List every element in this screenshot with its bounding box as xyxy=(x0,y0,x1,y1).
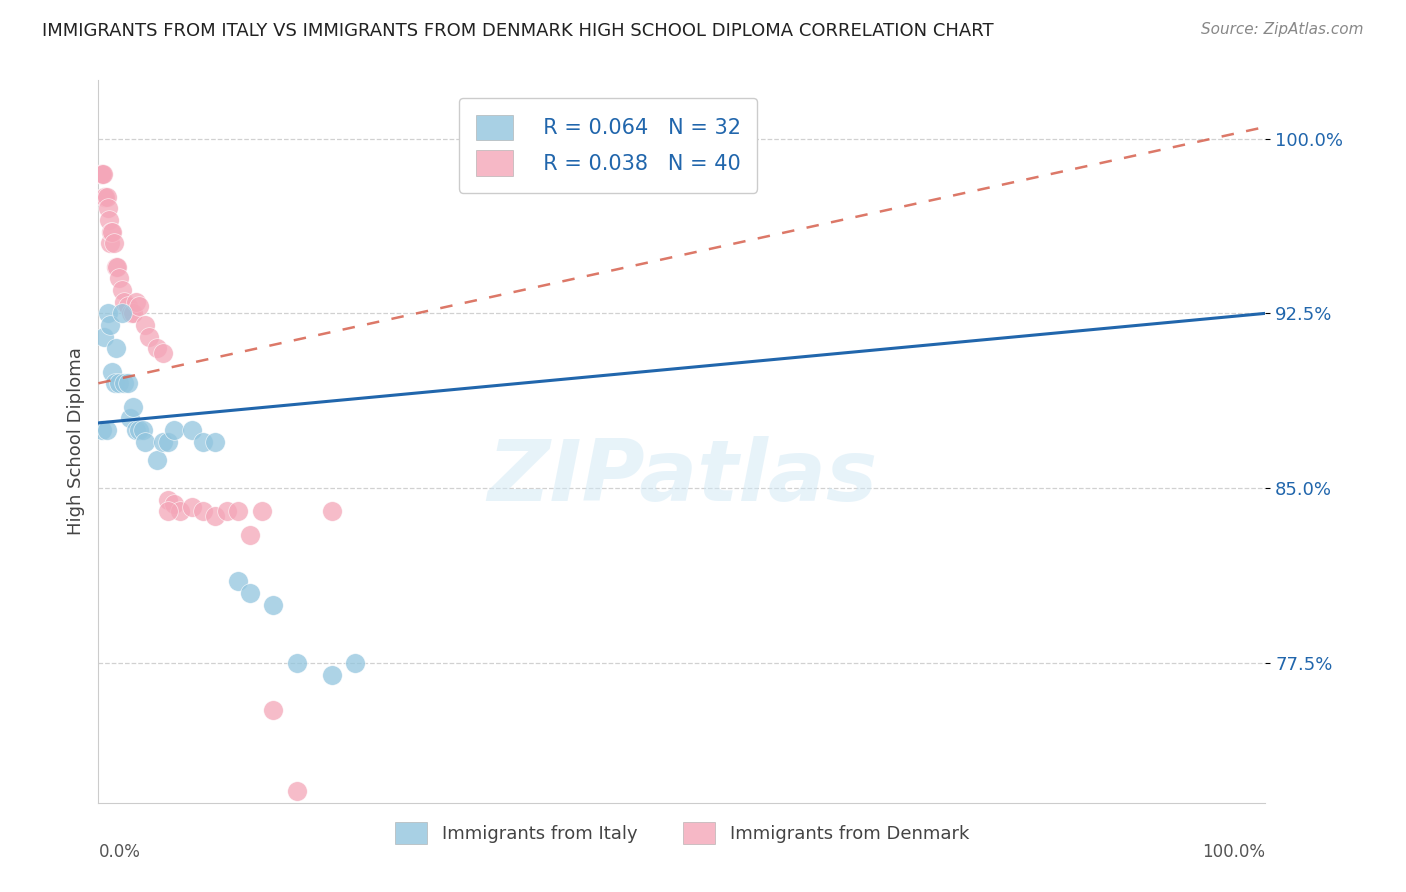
Point xyxy=(239,528,262,542)
Point xyxy=(112,294,135,309)
Point xyxy=(146,341,169,355)
Point xyxy=(97,213,120,227)
Point xyxy=(90,167,112,181)
Point xyxy=(204,434,226,449)
Point xyxy=(96,190,118,204)
Point xyxy=(163,423,186,437)
Point xyxy=(98,236,121,251)
Point xyxy=(169,504,191,518)
Point xyxy=(96,423,118,437)
Point xyxy=(180,423,202,437)
Point xyxy=(122,400,145,414)
Point xyxy=(100,225,122,239)
Point xyxy=(134,318,156,332)
Point xyxy=(125,294,148,309)
Point xyxy=(132,423,155,437)
Point xyxy=(146,453,169,467)
Point xyxy=(193,504,215,518)
Point xyxy=(128,423,150,437)
Point xyxy=(285,784,308,798)
Point xyxy=(118,411,141,425)
Point xyxy=(344,656,367,670)
Point xyxy=(91,167,114,181)
Point xyxy=(157,492,180,507)
Legend: Immigrants from Italy, Immigrants from Denmark: Immigrants from Italy, Immigrants from D… xyxy=(388,815,976,852)
Text: 0.0%: 0.0% xyxy=(98,843,141,861)
Point xyxy=(101,365,124,379)
Text: Source: ZipAtlas.com: Source: ZipAtlas.com xyxy=(1201,22,1364,37)
Point xyxy=(163,498,186,512)
Point xyxy=(215,504,238,518)
Point xyxy=(204,509,226,524)
Point xyxy=(97,306,120,320)
Point xyxy=(157,504,180,518)
Point xyxy=(105,260,128,274)
Point xyxy=(262,598,284,612)
Point xyxy=(321,504,343,518)
Point xyxy=(97,202,120,216)
Point xyxy=(152,434,174,449)
Point xyxy=(239,586,262,600)
Point xyxy=(120,306,142,320)
Point xyxy=(180,500,202,514)
Point xyxy=(104,376,127,391)
Point xyxy=(103,236,125,251)
Point xyxy=(285,656,308,670)
Point xyxy=(104,341,127,355)
Point xyxy=(104,260,127,274)
Text: IMMIGRANTS FROM ITALY VS IMMIGRANTS FROM DENMARK HIGH SCHOOL DIPLOMA CORRELATION: IMMIGRANTS FROM ITALY VS IMMIGRANTS FROM… xyxy=(42,22,994,40)
Point xyxy=(108,376,131,391)
Point xyxy=(262,702,284,716)
Point xyxy=(112,376,135,391)
Point xyxy=(321,667,343,681)
Point xyxy=(94,190,117,204)
Point xyxy=(111,283,134,297)
Point xyxy=(138,329,160,343)
Point xyxy=(193,434,215,449)
Point xyxy=(90,167,112,181)
Point xyxy=(108,271,131,285)
Point xyxy=(93,190,115,204)
Point xyxy=(128,299,150,313)
Point xyxy=(250,504,273,518)
Point xyxy=(228,574,250,589)
Point xyxy=(111,306,134,320)
Text: 100.0%: 100.0% xyxy=(1202,843,1265,861)
Point xyxy=(93,329,115,343)
Point xyxy=(117,299,139,313)
Y-axis label: High School Diploma: High School Diploma xyxy=(66,348,84,535)
Point xyxy=(117,376,139,391)
Point xyxy=(122,306,145,320)
Point xyxy=(152,346,174,360)
Text: ZIPatlas: ZIPatlas xyxy=(486,436,877,519)
Point xyxy=(101,225,124,239)
Point xyxy=(98,318,121,332)
Point xyxy=(125,423,148,437)
Point xyxy=(90,423,112,437)
Point xyxy=(228,504,250,518)
Point xyxy=(157,434,180,449)
Point xyxy=(671,131,693,145)
Point xyxy=(134,434,156,449)
